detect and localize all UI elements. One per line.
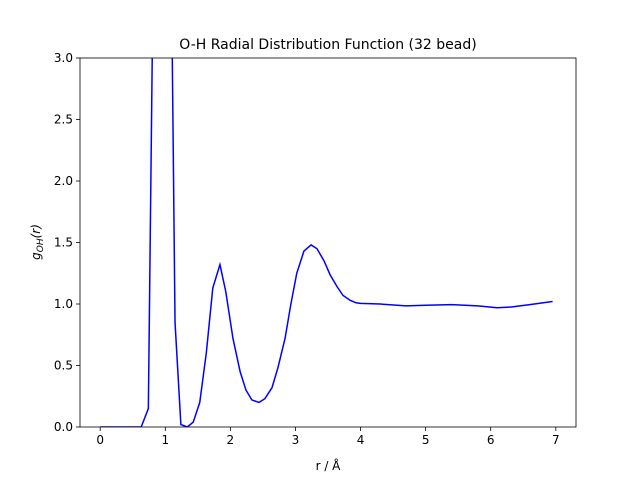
x-tick-label: 1 [161, 433, 169, 447]
y-tick-label: 2.0 [54, 174, 73, 188]
y-tick-label: 3.0 [54, 51, 73, 65]
x-tick-label: 3 [292, 433, 300, 447]
x-tick-label: 4 [357, 433, 365, 447]
y-tick-label: 1.5 [54, 236, 73, 250]
y-tick-label: 0.5 [54, 359, 73, 373]
x-tick-label: 6 [487, 433, 495, 447]
x-tick-label: 2 [227, 433, 235, 447]
y-tick-label: 1.0 [54, 297, 73, 311]
y-label-sub: OH [36, 238, 46, 252]
x-axis-label: r / Å [316, 458, 342, 473]
y-tick-label: 0.0 [54, 420, 73, 434]
y-label-tail: (r) [29, 224, 43, 238]
data-line [100, 58, 553, 427]
plot-frame [79, 57, 577, 428]
x-tick-label: 5 [422, 433, 430, 447]
y-tick-label: 2.5 [54, 113, 73, 127]
chart-title: O-H Radial Distribution Function (32 bea… [179, 37, 476, 53]
x-tick-label: 0 [96, 433, 104, 447]
y-axis-label: gOH(r) [29, 224, 46, 260]
x-tick-label: 7 [552, 433, 560, 447]
y-label-base: g [29, 252, 43, 260]
